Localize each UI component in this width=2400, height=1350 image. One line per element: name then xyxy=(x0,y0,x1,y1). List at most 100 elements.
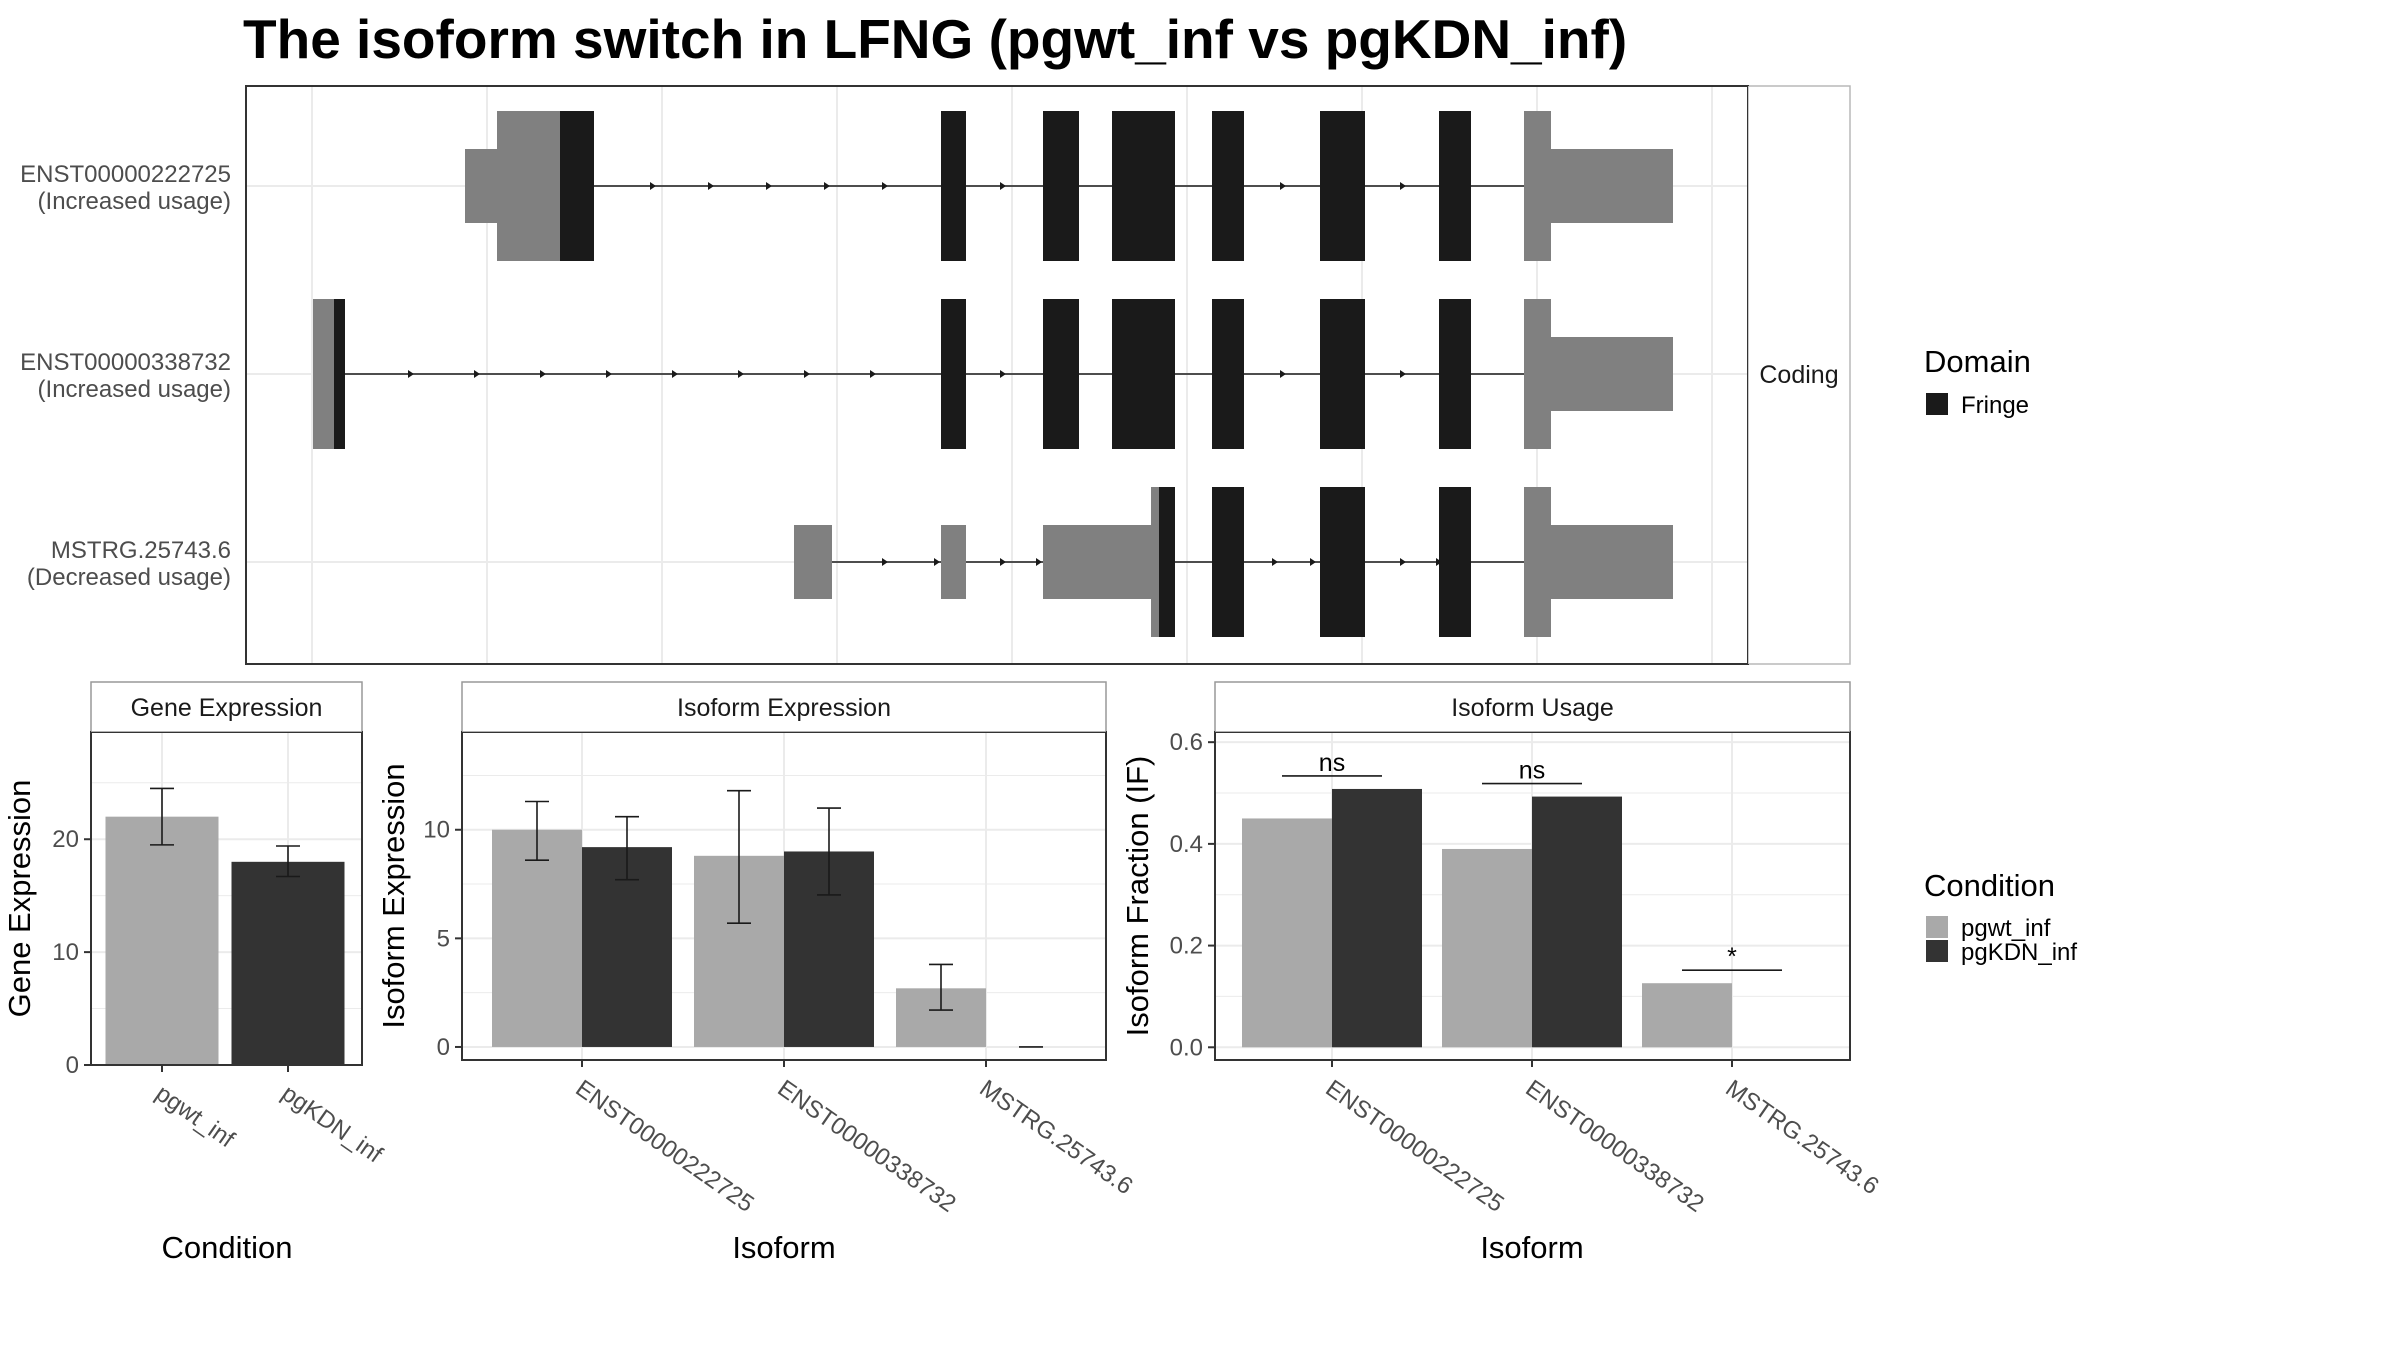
y-tick-label: 0.0 xyxy=(1170,1034,1203,1061)
exon-fringe xyxy=(1439,487,1471,637)
exon-fringe xyxy=(1439,111,1471,261)
isoform-expression-chart: Isoform Expression 0 5 10 ENST00000222725 ENS… xyxy=(376,681,1138,1265)
exon-utr xyxy=(1551,525,1673,599)
exon-utr xyxy=(465,149,497,223)
exon-fringe xyxy=(1439,299,1471,449)
facet-strip xyxy=(461,681,1107,733)
x-axis-title: Isoform xyxy=(1480,1230,1583,1265)
x-axis-title: Isoform xyxy=(732,1230,835,1265)
facet-strip xyxy=(1747,85,1851,665)
exon-fringe xyxy=(1043,111,1079,261)
domain-legend: Domain Fringe xyxy=(1924,344,2031,419)
structure-panel: Coding ENST00000222725 (Increased usage)… xyxy=(20,85,1851,665)
exon-utr xyxy=(497,111,560,261)
domain-legend-title: Domain xyxy=(1924,344,2031,379)
x-tick-label: ENST00000338732 xyxy=(773,1075,961,1218)
bar-pgwt_inf-MSTRG.25743.6 xyxy=(1642,983,1732,1048)
exon-fringe xyxy=(1212,299,1244,449)
facet-strip xyxy=(1214,681,1851,733)
condition-legend-title: Condition xyxy=(1924,868,2055,903)
y-tick-label: 5 xyxy=(437,925,450,952)
transcript-track-MSTRG.25743.6 xyxy=(794,487,1673,637)
bar-pgwt_inf-ENST00000222725 xyxy=(492,829,582,1047)
exon-utr xyxy=(794,525,832,599)
x-axis-title: Condition xyxy=(162,1230,293,1265)
bar-pgwt_inf-ENST00000338732 xyxy=(1442,848,1532,1048)
facet-label-coding: Coding xyxy=(1759,361,1838,389)
y-axis-title: Gene Expression xyxy=(2,780,37,1018)
x-tick-label: ENST00000222725 xyxy=(571,1075,759,1218)
panel-title: Isoform Usage xyxy=(1451,694,1614,722)
bar-pgKDN_inf-ENST00000338732 xyxy=(1532,796,1622,1048)
exon-fringe xyxy=(1159,487,1175,637)
transcript-label-3-id: MSTRG.25743.6 xyxy=(51,537,231,564)
significance-label: * xyxy=(1727,943,1737,971)
exon-fringe xyxy=(1043,299,1079,449)
error-bar xyxy=(276,845,300,878)
significance-label: ns xyxy=(1319,749,1345,777)
transcript-label-2-id: ENST00000338732 xyxy=(20,349,231,376)
exon-fringe xyxy=(334,299,345,449)
x-tick-label: ENST00000222725 xyxy=(1321,1075,1509,1218)
transcript-label-3-usage: (Decreased usage) xyxy=(27,564,231,591)
exon-utr xyxy=(1043,525,1154,599)
legend-key-pgKDN_inf xyxy=(1926,940,1948,962)
y-tick-label: 0.4 xyxy=(1170,831,1203,858)
error-bar xyxy=(929,963,953,1011)
exon-utr xyxy=(1151,487,1159,637)
exon-fringe xyxy=(1112,111,1175,261)
transcript-track-ENST00000338732 xyxy=(313,299,1673,449)
y-tick-label: 20 xyxy=(52,826,79,853)
exon-utr xyxy=(1551,149,1673,223)
error-bar xyxy=(727,789,751,924)
exon-fringe xyxy=(1212,487,1244,637)
exon-fringe xyxy=(941,111,966,261)
error-bar xyxy=(615,815,639,881)
y-axis-title: Isoform Expression xyxy=(376,763,411,1028)
isoform-usage-chart: ns ns * Isoform Usage 0.0 0.2 0.4 0.6 ENST000002… xyxy=(1120,681,1884,1265)
x-tick-label: MSTRG.25743.6 xyxy=(1721,1075,1884,1200)
x-tick-label: MSTRG.25743.6 xyxy=(975,1075,1138,1200)
intron-arrows xyxy=(408,370,1406,378)
error-bar xyxy=(150,787,174,846)
y-tick-label: 0 xyxy=(437,1034,450,1061)
bar-pgKDN_inf-ENST00000222725 xyxy=(1332,788,1422,1048)
bar-pgKDN_inf xyxy=(231,861,345,1065)
x-tick-label: ENST00000338732 xyxy=(1521,1075,1709,1218)
exon-utr xyxy=(1551,337,1673,411)
y-tick-label: 0 xyxy=(66,1052,79,1079)
exon-fringe xyxy=(1320,299,1365,449)
facet-strip xyxy=(90,681,363,733)
significance-label: ns xyxy=(1519,757,1545,785)
bar-pgwt_inf xyxy=(105,816,219,1065)
legend-label-pgwt_inf: pgwt_inf xyxy=(1961,915,2051,942)
error-bar xyxy=(817,807,841,896)
y-axis-title: Isoform Fraction (IF) xyxy=(1120,756,1155,1037)
panel-title: Gene Expression xyxy=(131,694,323,722)
exon-fringe xyxy=(1212,111,1244,261)
exon-utr xyxy=(313,299,334,449)
transcript-label-1-usage: (Increased usage) xyxy=(38,188,231,215)
condition-legend: Condition pgwt_inf pgKDN_inf xyxy=(1924,868,2077,966)
exon-utr xyxy=(941,525,966,599)
figure-title: The isoform switch in LFNG (pgwt_inf vs … xyxy=(243,8,1627,70)
transcript-label-2-usage: (Increased usage) xyxy=(38,376,231,403)
error-bar xyxy=(525,800,549,861)
exon-fringe xyxy=(1112,299,1175,449)
exon-fringe xyxy=(1320,111,1365,261)
y-tick-label: 0.6 xyxy=(1170,729,1203,756)
x-tick-label: pgKDN_inf xyxy=(277,1080,388,1169)
y-tick-label: 0.2 xyxy=(1170,933,1203,960)
legend-label-pgKDN_inf: pgKDN_inf xyxy=(1961,939,2077,966)
exon-utr xyxy=(1524,299,1551,449)
legend-key-fringe xyxy=(1926,393,1948,415)
exon-utr xyxy=(1524,487,1551,637)
legend-key-pgwt_inf xyxy=(1926,916,1948,938)
exon-utr xyxy=(1524,111,1551,261)
transcript-track-ENST00000222725 xyxy=(465,111,1673,261)
exon-fringe xyxy=(1320,487,1365,637)
exon-fringe xyxy=(941,299,966,449)
y-tick-label: 10 xyxy=(423,817,450,844)
transcript-label-1-id: ENST00000222725 xyxy=(20,161,231,188)
